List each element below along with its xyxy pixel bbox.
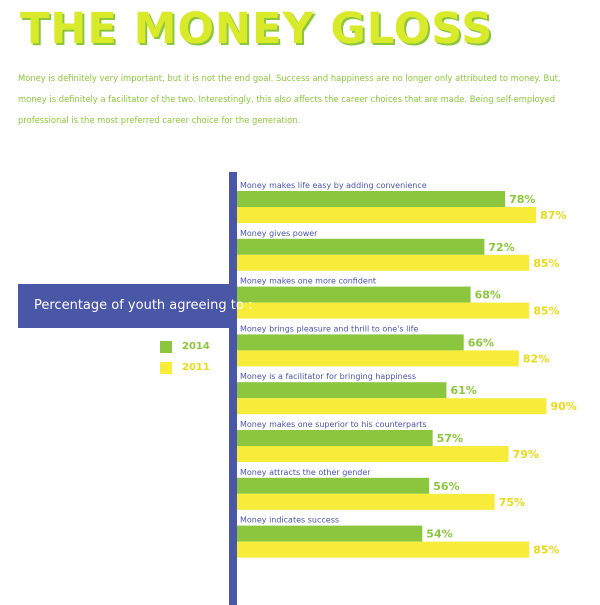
data-label-2014: 54% [426,528,452,541]
bar-2014 [236,382,447,399]
legend-item-2014: 2014 [160,340,210,353]
bar-2014 [236,334,464,351]
data-label-2011: 79% [513,448,539,461]
data-label-2011: 82% [523,352,549,365]
bar-2011 [236,207,537,223]
bar-2014 [236,430,433,446]
axis-line [229,172,237,605]
category-label: Money makes one more confident [240,277,376,286]
legend-item-2011: 2011 [160,361,210,374]
bar-2011 [236,254,530,271]
bar-2011 [236,493,495,510]
data-label-2011: 85% [533,257,559,270]
legend-swatch-2011 [160,361,172,374]
page-title: THE MONEY GLOSS [20,4,494,54]
legend-swatch-2014 [160,340,172,353]
data-label-2011: 90% [551,400,577,413]
category-label: Money makes one superior to his counterp… [240,420,427,429]
data-label-2011: 85% [533,544,559,557]
legend-label-2011: 2011 [182,362,210,373]
data-label-2011: 87% [540,209,566,222]
bar-2011 [236,541,530,558]
category-label: Money makes life easy by adding convenie… [240,181,427,190]
data-label-2014: 66% [468,336,494,349]
data-label-2014: 57% [437,432,463,445]
data-label-2014: 72% [488,241,514,254]
data-label-2014: 61% [450,384,476,397]
bar-2014 [236,191,506,207]
category-label: Money is a facilitator for bringing happ… [240,372,416,381]
data-label-2011: 75% [499,496,525,509]
chart-title-banner: Percentage of youth agreeing to : [18,284,252,328]
bar-2014 [236,286,471,303]
data-label-2014: 78% [509,193,535,206]
bar-2011 [236,446,509,462]
data-label-2014: 56% [433,480,459,493]
intro-paragraph: Money is definitely very important, but … [18,73,561,125]
legend-label-2014: 2014 [182,341,210,352]
bar-2014 [236,525,423,542]
category-label: Money brings pleasure and thrill to one'… [240,324,418,333]
category-label: Money attracts the other gender [240,468,371,477]
bar-2014 [236,238,485,255]
data-label-2014: 68% [475,289,501,302]
category-label: Money gives power [240,229,318,238]
bar-2014 [236,477,430,494]
category-label: Money indicates success [240,516,339,525]
bar-2011 [236,398,547,415]
bar-2011 [236,350,519,367]
bar-2011 [236,302,530,319]
data-label-2011: 85% [533,305,559,318]
